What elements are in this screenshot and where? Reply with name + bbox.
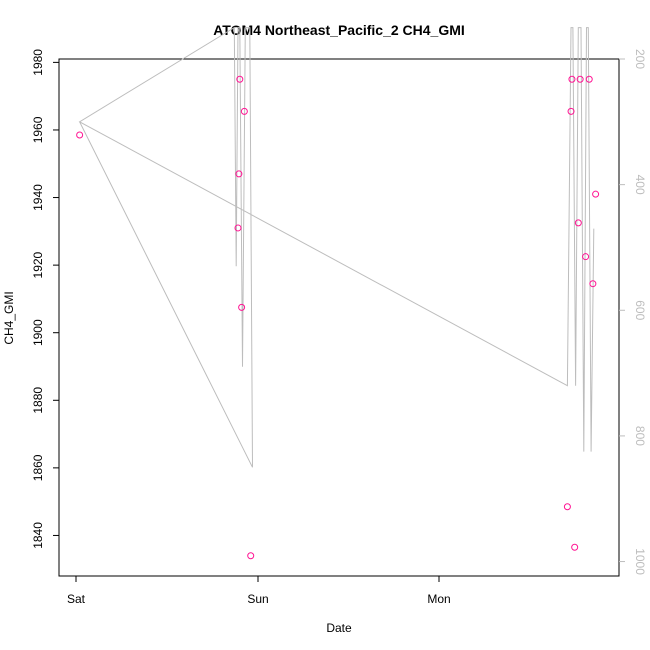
data-point xyxy=(592,190,600,198)
data-point xyxy=(589,280,597,288)
y2-tick-label: 1000 xyxy=(633,548,647,575)
data-point xyxy=(568,75,576,83)
data-point xyxy=(247,552,255,560)
x-tick-label: Sat xyxy=(67,592,86,606)
series-line xyxy=(78,26,595,468)
series-marks xyxy=(76,26,600,560)
data-point xyxy=(567,107,575,115)
data-point xyxy=(238,303,246,311)
x-axis-label: Date xyxy=(326,621,352,635)
y-tick-label: 1960 xyxy=(31,116,45,143)
x-tick-label: Mon xyxy=(427,592,450,606)
y-tick-label: 1860 xyxy=(31,454,45,481)
chart-title: ATOM4 Northeast_Pacific_2 CH4_GMI xyxy=(213,22,465,38)
data-point xyxy=(574,219,582,227)
x-tick-label: Sun xyxy=(247,592,268,606)
data-point xyxy=(571,543,579,551)
y2-tick-label: 600 xyxy=(633,300,647,320)
y2-tick-label: 200 xyxy=(633,49,647,69)
data-point xyxy=(582,253,590,261)
y-tick-label: 1840 xyxy=(31,522,45,549)
y-tick-label: 1880 xyxy=(31,387,45,414)
y-axis-label: CH4_GMI xyxy=(2,291,16,344)
y-tick-label: 1980 xyxy=(31,49,45,76)
data-point xyxy=(585,75,593,83)
y-tick-label: 1940 xyxy=(31,184,45,211)
plot-frame xyxy=(58,58,620,577)
data-point xyxy=(563,503,571,511)
data-point xyxy=(235,170,243,178)
y2-tick-label: 800 xyxy=(633,426,647,446)
data-point xyxy=(240,107,248,115)
data-point xyxy=(236,75,244,83)
y2-tick-label: 400 xyxy=(633,175,647,195)
data-point xyxy=(76,131,84,139)
data-point xyxy=(234,224,242,232)
axes: 1840 1860 1880 1900 1920 1940 1960 1980 200 400 60… xyxy=(31,49,647,606)
plot-area xyxy=(58,58,620,577)
y-tick-label: 1900 xyxy=(31,319,45,346)
y-tick-label: 1920 xyxy=(31,251,45,278)
data-point xyxy=(576,75,584,83)
